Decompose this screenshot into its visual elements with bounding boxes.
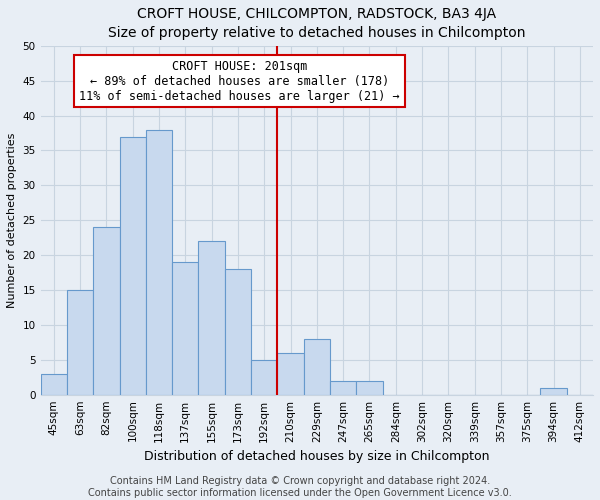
Bar — [541, 388, 567, 394]
X-axis label: Distribution of detached houses by size in Chilcompton: Distribution of detached houses by size … — [144, 450, 490, 463]
Bar — [356, 381, 383, 394]
Bar — [172, 262, 199, 394]
Bar — [251, 360, 277, 394]
Bar — [93, 227, 119, 394]
Bar — [146, 130, 172, 394]
Bar — [41, 374, 67, 394]
Text: Contains HM Land Registry data © Crown copyright and database right 2024.
Contai: Contains HM Land Registry data © Crown c… — [88, 476, 512, 498]
Text: CROFT HOUSE: 201sqm
← 89% of detached houses are smaller (178)
11% of semi-detac: CROFT HOUSE: 201sqm ← 89% of detached ho… — [79, 60, 400, 102]
Bar — [199, 241, 225, 394]
Bar — [304, 339, 330, 394]
Title: CROFT HOUSE, CHILCOMPTON, RADSTOCK, BA3 4JA
Size of property relative to detache: CROFT HOUSE, CHILCOMPTON, RADSTOCK, BA3 … — [108, 7, 526, 40]
Y-axis label: Number of detached properties: Number of detached properties — [7, 132, 17, 308]
Bar — [67, 290, 93, 395]
Bar — [277, 353, 304, 395]
Bar — [225, 269, 251, 394]
Bar — [330, 381, 356, 394]
Bar — [119, 136, 146, 394]
